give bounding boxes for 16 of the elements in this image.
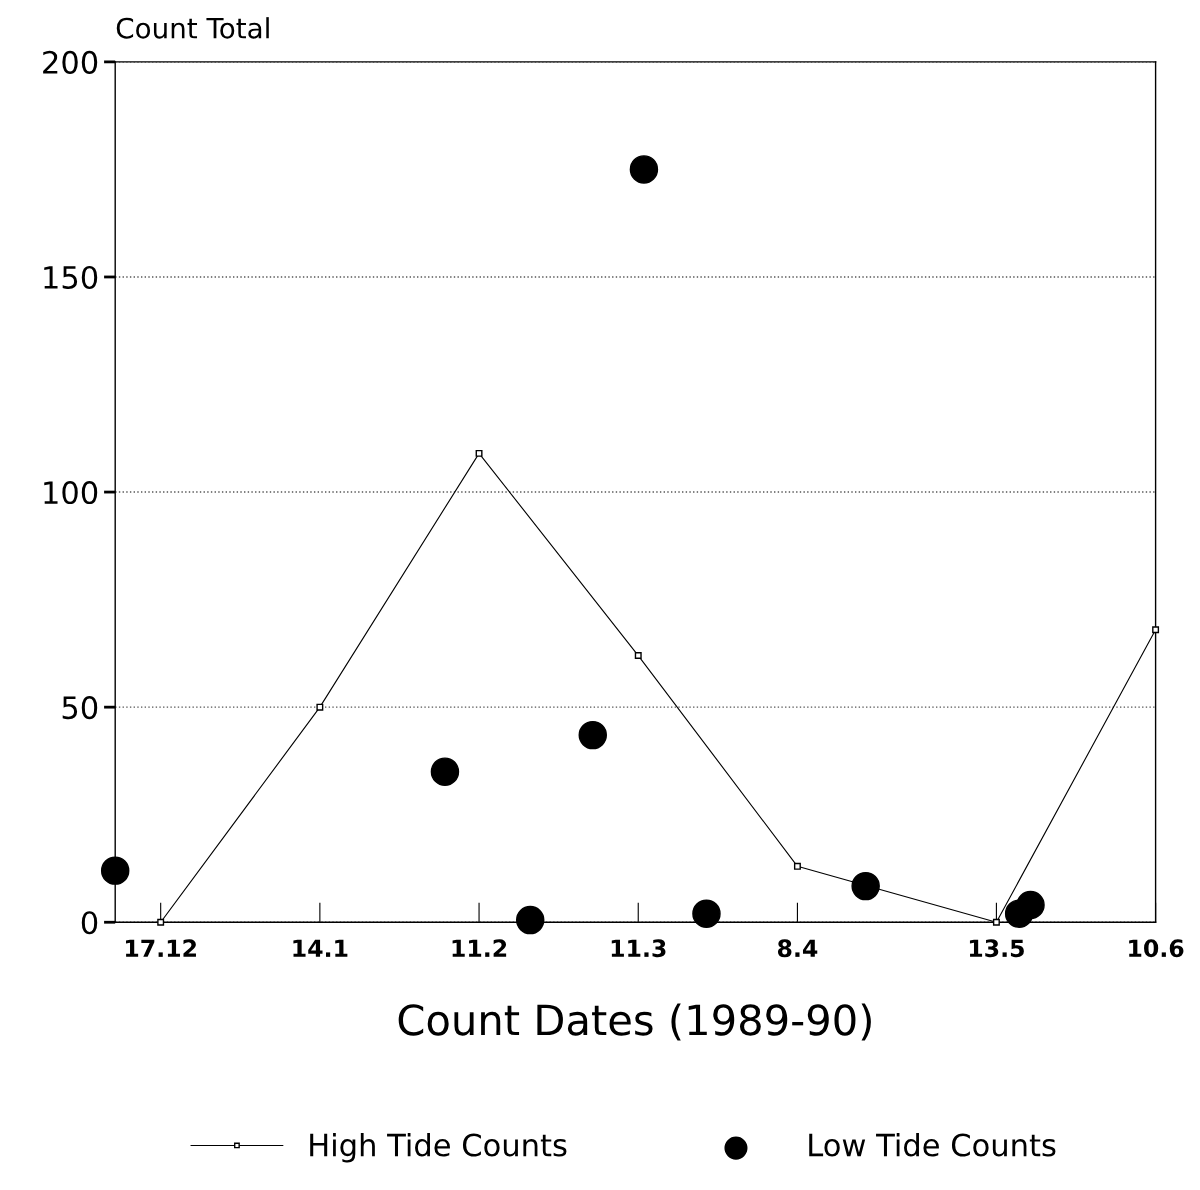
x-tick-label: 8.4 [777, 939, 818, 958]
x-tick-label: 17.12 [126, 939, 196, 957]
y-tick-label: 150 [44, 265, 98, 290]
y-tick-label: 100 [44, 481, 98, 505]
legend-label: High Tide Counts [310, 1132, 567, 1163]
x-axis-title: Count Dates (1989-90) [398, 1003, 871, 1041]
x-tick-label: 11.2 [452, 939, 507, 957]
x-tick-label: 11.3 [611, 939, 666, 958]
x-tick-label: 13.5 [969, 939, 1024, 958]
x-tick-label: 14.1 [293, 939, 348, 957]
y-tick-label: 200 [43, 50, 98, 74]
y-axis-title: Count Total [116, 17, 269, 39]
legend-label: Low Tide Counts [809, 1132, 1056, 1157]
x-tick-label: 10.6 [1129, 939, 1184, 958]
y-tick-label: 50 [62, 696, 98, 720]
y-tick-label: 0 [81, 911, 98, 935]
